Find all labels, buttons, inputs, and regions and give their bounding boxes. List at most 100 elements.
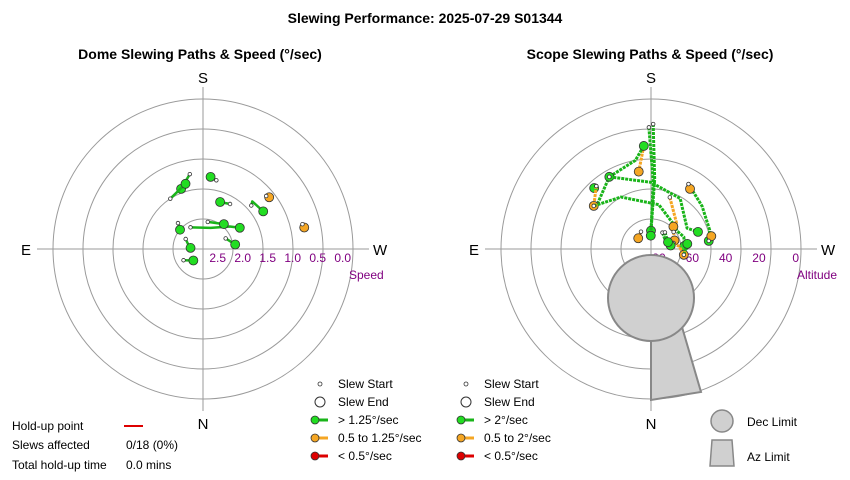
radial-tick-label: 1.5: [259, 251, 276, 265]
legend-end-symbol: [314, 396, 326, 408]
legend-dot-medium: [310, 433, 320, 443]
legend-label: 0.5 to 2°/sec: [484, 431, 551, 445]
slew-start-point: [638, 229, 644, 234]
legend-dot-fast: [310, 415, 320, 425]
legend-label: 0.5 to 1.25°/sec: [338, 431, 422, 445]
slew-path: [608, 145, 646, 179]
slew-start-point: [591, 203, 596, 209]
slew-end-point: [693, 226, 703, 237]
direction-label-left: E: [21, 242, 31, 259]
slew-start-point: [686, 181, 691, 187]
slew-start-point: [181, 258, 186, 263]
slew-end-point: [638, 141, 649, 151]
legend-label: Slew Start: [484, 377, 539, 391]
slew-end-point: [663, 237, 673, 248]
slew-start-point: [594, 183, 599, 189]
main-title: Slewing Performance: 2025-07-29 S01344: [287, 10, 563, 26]
slew-start-point: [263, 193, 269, 199]
slew-start-point: [187, 171, 193, 177]
scope-chart-title: Scope Slewing Paths & Speed (°/sec): [526, 46, 774, 62]
dec-limit-region: [607, 254, 695, 342]
slew-start-point: [646, 125, 652, 130]
legend-dot-medium: [456, 433, 466, 443]
slew-path: [609, 175, 699, 234]
legend-label: Slew End: [338, 395, 389, 409]
slew-end-point: [668, 221, 679, 232]
slew-start-point: [227, 201, 233, 207]
legend-dot-slow: [456, 451, 466, 461]
radial-tick-label: 60: [686, 251, 700, 265]
slew-start-point: [214, 178, 219, 183]
direction-label-top: S: [646, 70, 656, 87]
slew-end-point: [185, 243, 196, 253]
dec-limit-legend-label: Dec Limit: [747, 415, 798, 429]
slew-end-point: [215, 197, 226, 207]
legend-label: < 0.5°/sec: [338, 449, 392, 463]
radial-tick-label: 2.5: [209, 251, 226, 265]
legend-start-symbol: [463, 381, 469, 387]
az-limit-legend-label: Az Limit: [747, 450, 790, 464]
slew-start-point: [249, 203, 254, 208]
legend-start-symbol: [317, 381, 323, 387]
slew-end-point: [205, 171, 216, 182]
slew-start-point: [168, 196, 173, 201]
radial-tick-label: 1.0: [284, 251, 301, 265]
slew-start-point: [223, 236, 228, 241]
legend-label: Slew End: [484, 395, 535, 409]
slew-start-point: [188, 225, 193, 230]
holdup-time-label: Total hold-up time: [12, 458, 107, 472]
direction-label-bottom: N: [198, 416, 209, 433]
slew-path: [596, 176, 611, 205]
slews-affected-label: Slews affected: [12, 438, 90, 452]
slew-end-point: [645, 230, 656, 241]
slew-start-point: [706, 238, 711, 244]
holdup-point-label: Hold-up point: [12, 419, 84, 433]
slew-path: [190, 225, 240, 230]
slew-start-point: [681, 252, 687, 257]
slew-end-point: [234, 222, 245, 233]
dome-chart-title: Dome Slewing Paths & Speed (°/sec): [78, 46, 322, 62]
radial-tick-label: 0.5: [309, 251, 326, 265]
limit-legend: Dec Limit Az Limit: [709, 409, 798, 467]
slew-end-point: [633, 233, 644, 244]
radial-tick-label: 0.0: [334, 251, 351, 265]
radial-tick-label: 40: [719, 251, 733, 265]
legend-label: < 0.5°/sec: [484, 449, 538, 463]
slew-path: [647, 127, 655, 236]
radial-tick-label: 20: [752, 251, 766, 265]
dome-legend: Slew Start Slew End > 1.25°/sec 0.5 to 1.25…: [310, 377, 422, 463]
slews-affected-value: 0/18 (0%): [126, 438, 178, 452]
radial-axis-label: Altitude: [797, 268, 837, 282]
slew-start-point: [183, 236, 188, 242]
legend-label: Slew Start: [338, 377, 393, 391]
slew-end-point: [230, 239, 241, 250]
slew-start-point: [671, 229, 676, 235]
slew-end-point: [685, 183, 695, 194]
slew-start-point: [300, 222, 305, 227]
slew-end-point: [633, 166, 644, 177]
slew-start-point: [650, 121, 656, 127]
slew-start-point: [175, 220, 181, 226]
slew-end-point: [218, 219, 229, 230]
radial-tick-label: 2.0: [234, 251, 251, 265]
holdup-legend: Hold-up point Slews affected 0/18 (0%) Tota…: [12, 419, 178, 472]
az-limit-legend-symbol: [709, 439, 735, 467]
legend-dot-slow: [310, 451, 320, 461]
slew-start-point: [607, 174, 612, 180]
dec-limit-legend-symbol: [710, 409, 734, 433]
dome-polar-chart: S N E W 2.5 2.0 1.5 1.0 0.5 0.0 Speed: [21, 70, 388, 433]
slew-end-point: [175, 224, 185, 235]
radial-tick-label: 0: [792, 251, 799, 265]
legend-label: > 1.25°/sec: [338, 413, 399, 427]
slew-end-point: [682, 238, 693, 249]
scope-legend: Slew Start Slew End > 2°/sec 0.5 to 2°/sec <…: [456, 377, 551, 463]
slew-end-point: [180, 178, 191, 189]
radial-axis-label: Speed: [349, 268, 384, 282]
slew-start-point: [667, 195, 673, 200]
slew-start-point: [205, 219, 210, 225]
slew-end-point: [258, 206, 269, 217]
direction-label-right: W: [373, 242, 388, 259]
scope-polar-chart: SNEW806040200Altitude: [469, 70, 837, 433]
slew-start-point: [662, 230, 668, 235]
holdup-time-value: 0.0 mins: [126, 458, 171, 472]
